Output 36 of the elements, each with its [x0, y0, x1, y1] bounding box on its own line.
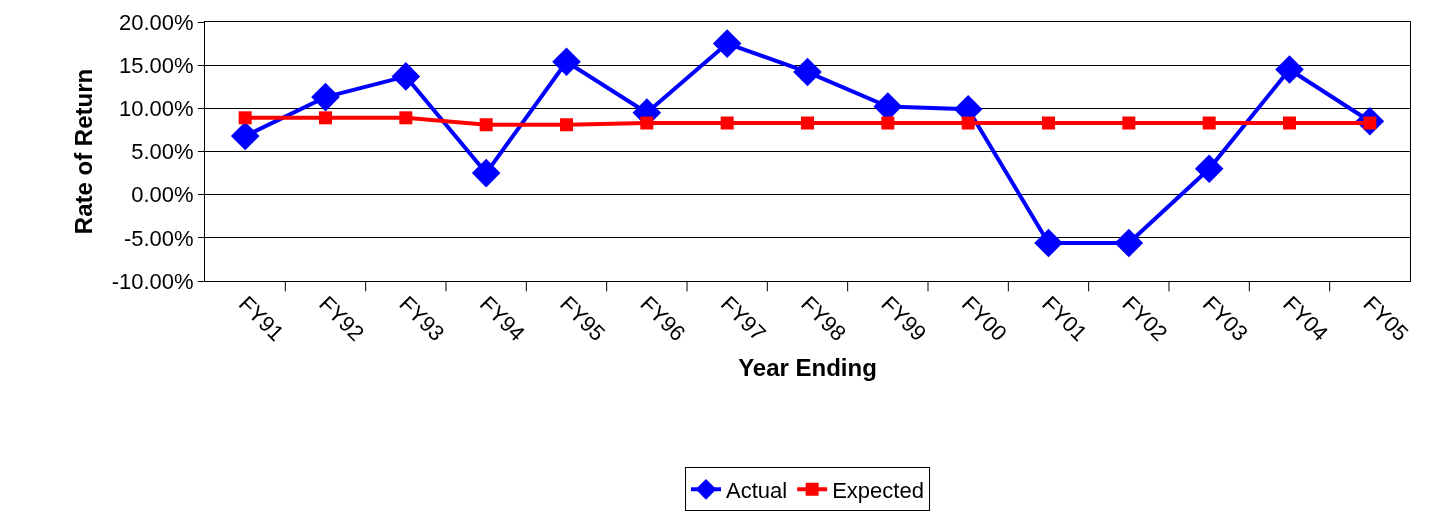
point — [961, 116, 975, 130]
point — [1283, 116, 1296, 130]
point — [881, 116, 895, 130]
point — [1275, 55, 1304, 84]
point — [311, 82, 340, 112]
y-tick-label: 15.00% — [118, 52, 194, 78]
legend-label: Expected — [832, 477, 924, 503]
point — [560, 118, 573, 132]
point — [230, 121, 260, 151]
point — [1034, 228, 1063, 258]
point — [391, 62, 421, 91]
y-tick-label: 20.00% — [118, 9, 194, 35]
point — [1194, 154, 1224, 184]
point — [1202, 116, 1216, 130]
point — [319, 111, 332, 125]
point — [1042, 116, 1055, 130]
y-tick-label: -5.00% — [123, 225, 194, 251]
point — [1122, 116, 1136, 130]
y-tick-label: 10.00% — [118, 96, 194, 122]
point — [238, 111, 252, 125]
y-axis-title: Rate of Return — [69, 68, 97, 235]
legend-label: Actual — [726, 477, 788, 503]
point — [712, 29, 742, 58]
x-axis-title: Year Ending — [738, 354, 877, 382]
point — [640, 116, 654, 130]
point — [720, 116, 734, 130]
point — [793, 57, 822, 87]
y-tick-label: 5.00% — [131, 139, 194, 165]
point — [399, 111, 413, 125]
point — [1114, 228, 1144, 258]
point — [471, 158, 501, 188]
point — [801, 116, 814, 130]
point — [552, 47, 581, 77]
y-tick-label: -10.00% — [111, 268, 194, 294]
y-tick-label: 0.00% — [131, 182, 194, 208]
point — [479, 118, 493, 132]
